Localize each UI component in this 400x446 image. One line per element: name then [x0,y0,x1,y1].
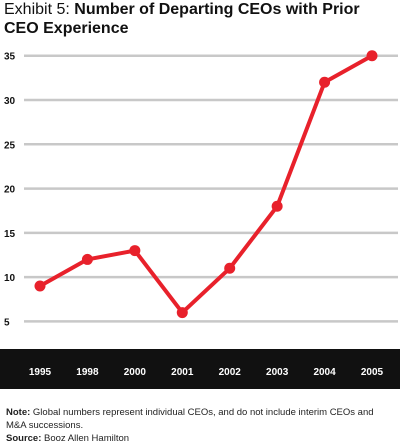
source-line: Source: Booz Allen Hamilton [6,432,396,445]
data-point [319,76,331,88]
series-line [38,53,374,315]
chart-title: Exhibit 5: Number of Departing CEOs with… [4,0,396,38]
x-tick-label: 2001 [171,367,194,378]
y-tick-label: 10 [4,273,16,284]
y-tick-label: 20 [4,185,16,196]
x-tick-label: 2005 [361,367,384,378]
footnote: Note: Global numbers represent individua… [6,406,396,445]
data-point [176,307,188,319]
y-tick-label: 35 [4,52,16,63]
note-text: Global numbers represent individual CEOs… [6,407,374,431]
data-point [224,262,236,274]
x-tick-label: 2003 [266,367,289,378]
title-prefix: Exhibit 5: [4,1,70,18]
y-tick-label: 5 [4,317,10,328]
x-tick-label: 2002 [219,367,242,378]
data-point [366,50,378,62]
note-line: Note: Global numbers represent individua… [6,406,396,432]
note-label: Note: [6,407,31,418]
data-point [81,253,93,265]
x-axis-band [0,349,400,389]
x-tick-label: 2004 [313,367,336,378]
source-text: Booz Allen Hamilton [44,433,130,444]
data-point [271,200,283,212]
x-tick-label: 2000 [124,367,147,378]
y-tick-label: 25 [4,140,16,151]
y-tick-label: 15 [4,229,16,240]
source-label: Source: [6,433,42,444]
data-point [34,280,46,292]
x-tick-label: 1998 [76,367,99,378]
x-tick-label: 1995 [29,367,52,378]
line-chart: 5 10 15 20 25 30 35 1995 1998 2000 2001 2002 2003 20… [0,50,400,389]
data-point [129,245,141,257]
title-main: Number of Departing CEOs with Prior CEO … [4,1,360,37]
y-tick-label: 30 [4,96,16,107]
